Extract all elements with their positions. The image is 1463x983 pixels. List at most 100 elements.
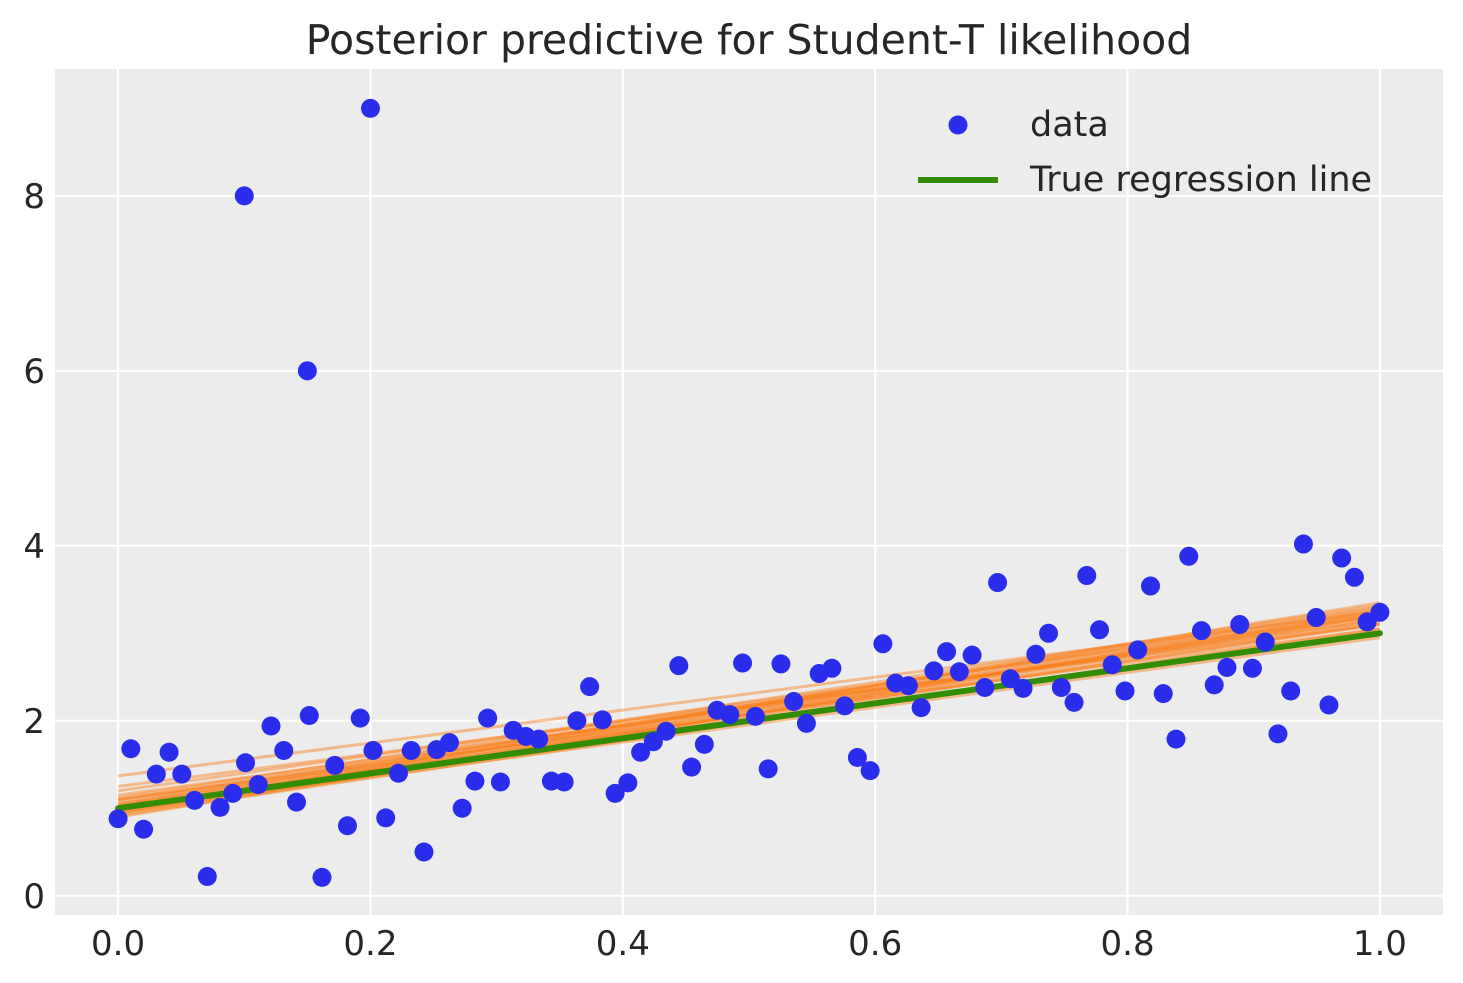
data-point [236, 753, 256, 773]
y-tick-label: 8 [23, 177, 45, 217]
data-point [1332, 548, 1352, 568]
data-point [274, 741, 294, 761]
y-tick-label: 0 [23, 877, 45, 917]
data-point [631, 742, 651, 762]
data-point [924, 661, 944, 681]
data-point [1090, 620, 1110, 640]
data-point [1128, 640, 1148, 660]
data-point [325, 755, 345, 775]
data-point [669, 656, 689, 676]
posterior-line [117, 609, 1381, 808]
data-point [297, 361, 317, 381]
x-tick-label: 0.0 [91, 924, 145, 964]
data-point [261, 716, 281, 736]
data-point [1230, 615, 1250, 635]
data-point [465, 771, 485, 791]
data-point [1268, 724, 1288, 744]
data-point [1013, 678, 1033, 698]
legend-data-marker [948, 115, 968, 135]
data-point [554, 772, 574, 792]
data-point [108, 809, 128, 829]
data-point [1179, 546, 1199, 566]
data-point [949, 662, 969, 682]
chart-title: Posterior predictive for Student-T likel… [306, 16, 1193, 64]
data-point [287, 792, 307, 812]
data-point [1051, 678, 1071, 698]
data-points [108, 98, 1390, 887]
data-point [592, 710, 612, 730]
data-point [835, 696, 855, 716]
data-point [337, 816, 357, 836]
plot-background [55, 69, 1443, 915]
data-point [975, 678, 995, 698]
data-point [720, 705, 740, 725]
data-point [873, 634, 893, 654]
data-point [1306, 608, 1326, 628]
x-tick-label: 0.4 [596, 924, 650, 964]
y-tick-label: 2 [23, 702, 45, 742]
data-point [988, 573, 1008, 593]
data-point [745, 706, 765, 726]
data-point [937, 642, 957, 662]
data-point [172, 764, 192, 784]
data-point [1344, 567, 1364, 587]
x-tick-label: 0.2 [343, 924, 397, 964]
data-point [1242, 658, 1262, 678]
data-point [159, 742, 179, 762]
data-point [758, 759, 778, 779]
data-point [185, 790, 205, 810]
x-tick-labels: 0.0 0.2 0.4 0.6 0.8 1.0 [91, 924, 1407, 964]
data-point [822, 658, 842, 678]
data-point [733, 653, 753, 673]
y-tick-labels: 0 2 4 6 8 [23, 177, 45, 917]
data-point [210, 797, 230, 817]
data-point [1039, 623, 1059, 643]
data-point [234, 186, 254, 206]
data-point [1115, 681, 1135, 701]
data-point [376, 808, 396, 828]
data-point [898, 676, 918, 696]
data-point [847, 748, 867, 768]
data-point [911, 698, 931, 718]
data-point [1191, 621, 1211, 641]
data-point [529, 729, 549, 749]
data-point [1064, 692, 1084, 712]
data-point [1166, 729, 1186, 749]
data-point [1319, 695, 1339, 715]
data-point [860, 761, 880, 781]
data-point [350, 708, 370, 728]
legend-true-line-label: True regression line [1029, 160, 1372, 200]
data-point [1102, 655, 1122, 675]
data-point [1255, 632, 1275, 652]
data-point [197, 867, 217, 887]
y-tick-label: 6 [23, 352, 45, 392]
data-point [360, 98, 380, 118]
data-point [1370, 602, 1390, 622]
data-point [452, 798, 472, 818]
data-point [146, 764, 166, 784]
data-point [694, 734, 714, 754]
x-tick-label: 0.8 [1101, 924, 1155, 964]
data-point [134, 819, 154, 839]
data-point [478, 708, 498, 728]
data-point [312, 867, 332, 887]
legend-data-label: data [1030, 105, 1109, 145]
y-tick-label: 4 [23, 527, 45, 567]
data-point [580, 677, 600, 697]
posterior-line [117, 601, 1381, 812]
data-point [1217, 657, 1237, 677]
data-point [796, 713, 816, 733]
data-point [363, 741, 383, 761]
data-point [1141, 576, 1161, 596]
data-point [121, 739, 141, 759]
legend: data True regression line [918, 105, 1372, 200]
data-point [490, 772, 510, 792]
data-point [1281, 681, 1301, 701]
data-point [299, 706, 319, 726]
x-tick-label: 0.6 [848, 924, 902, 964]
data-point [618, 773, 638, 793]
data-point [643, 732, 663, 752]
grid [55, 69, 1443, 915]
data-point [1026, 644, 1046, 664]
